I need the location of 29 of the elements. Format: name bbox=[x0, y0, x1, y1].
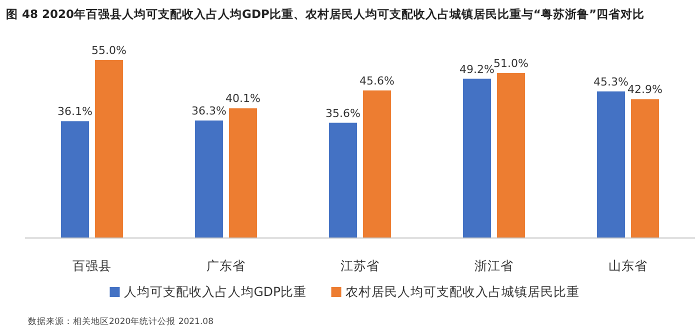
data-label: 55.0% bbox=[92, 44, 126, 57]
x-tick-label: 浙江省 bbox=[474, 258, 514, 273]
chart-title: 图 48 2020年百强县人均可支配收入占人均GDP比重、农村居民人均可支配收入占城镇居民比重与“粤苏浙鲁”四省对比 bbox=[6, 7, 645, 21]
data-label: 42.9% bbox=[628, 83, 662, 96]
bar bbox=[195, 120, 223, 238]
bar bbox=[597, 91, 625, 238]
bar bbox=[497, 72, 525, 238]
bar bbox=[229, 108, 257, 238]
source-note: 数据来源：相关地区2020年统计公报 2021.08 bbox=[28, 316, 214, 327]
x-tick-label: 百强县 bbox=[72, 258, 112, 273]
data-label: 45.6% bbox=[360, 74, 394, 88]
bar bbox=[463, 78, 491, 238]
data-label: 35.6% bbox=[326, 106, 360, 120]
legend-label: 农村居民人均可支配收入占城镇居民比重 bbox=[345, 284, 580, 299]
bar bbox=[329, 122, 357, 238]
data-label: 45.3% bbox=[594, 75, 628, 88]
x-tick-label: 广东省 bbox=[206, 258, 246, 273]
data-label: 36.1% bbox=[58, 105, 92, 118]
data-label: 36.3% bbox=[192, 104, 226, 118]
bar bbox=[631, 99, 659, 238]
x-tick-label: 江苏省 bbox=[340, 258, 380, 273]
bar bbox=[363, 90, 391, 238]
data-label: 49.2% bbox=[460, 62, 494, 76]
bar bbox=[95, 60, 123, 238]
bar bbox=[61, 121, 89, 238]
x-tick-label: 山东省 bbox=[608, 258, 648, 273]
legend-label: 人均可支配收入占人均GDP比重 bbox=[124, 284, 307, 299]
data-label: 51.0% bbox=[494, 56, 528, 70]
data-label: 40.1% bbox=[226, 92, 260, 106]
